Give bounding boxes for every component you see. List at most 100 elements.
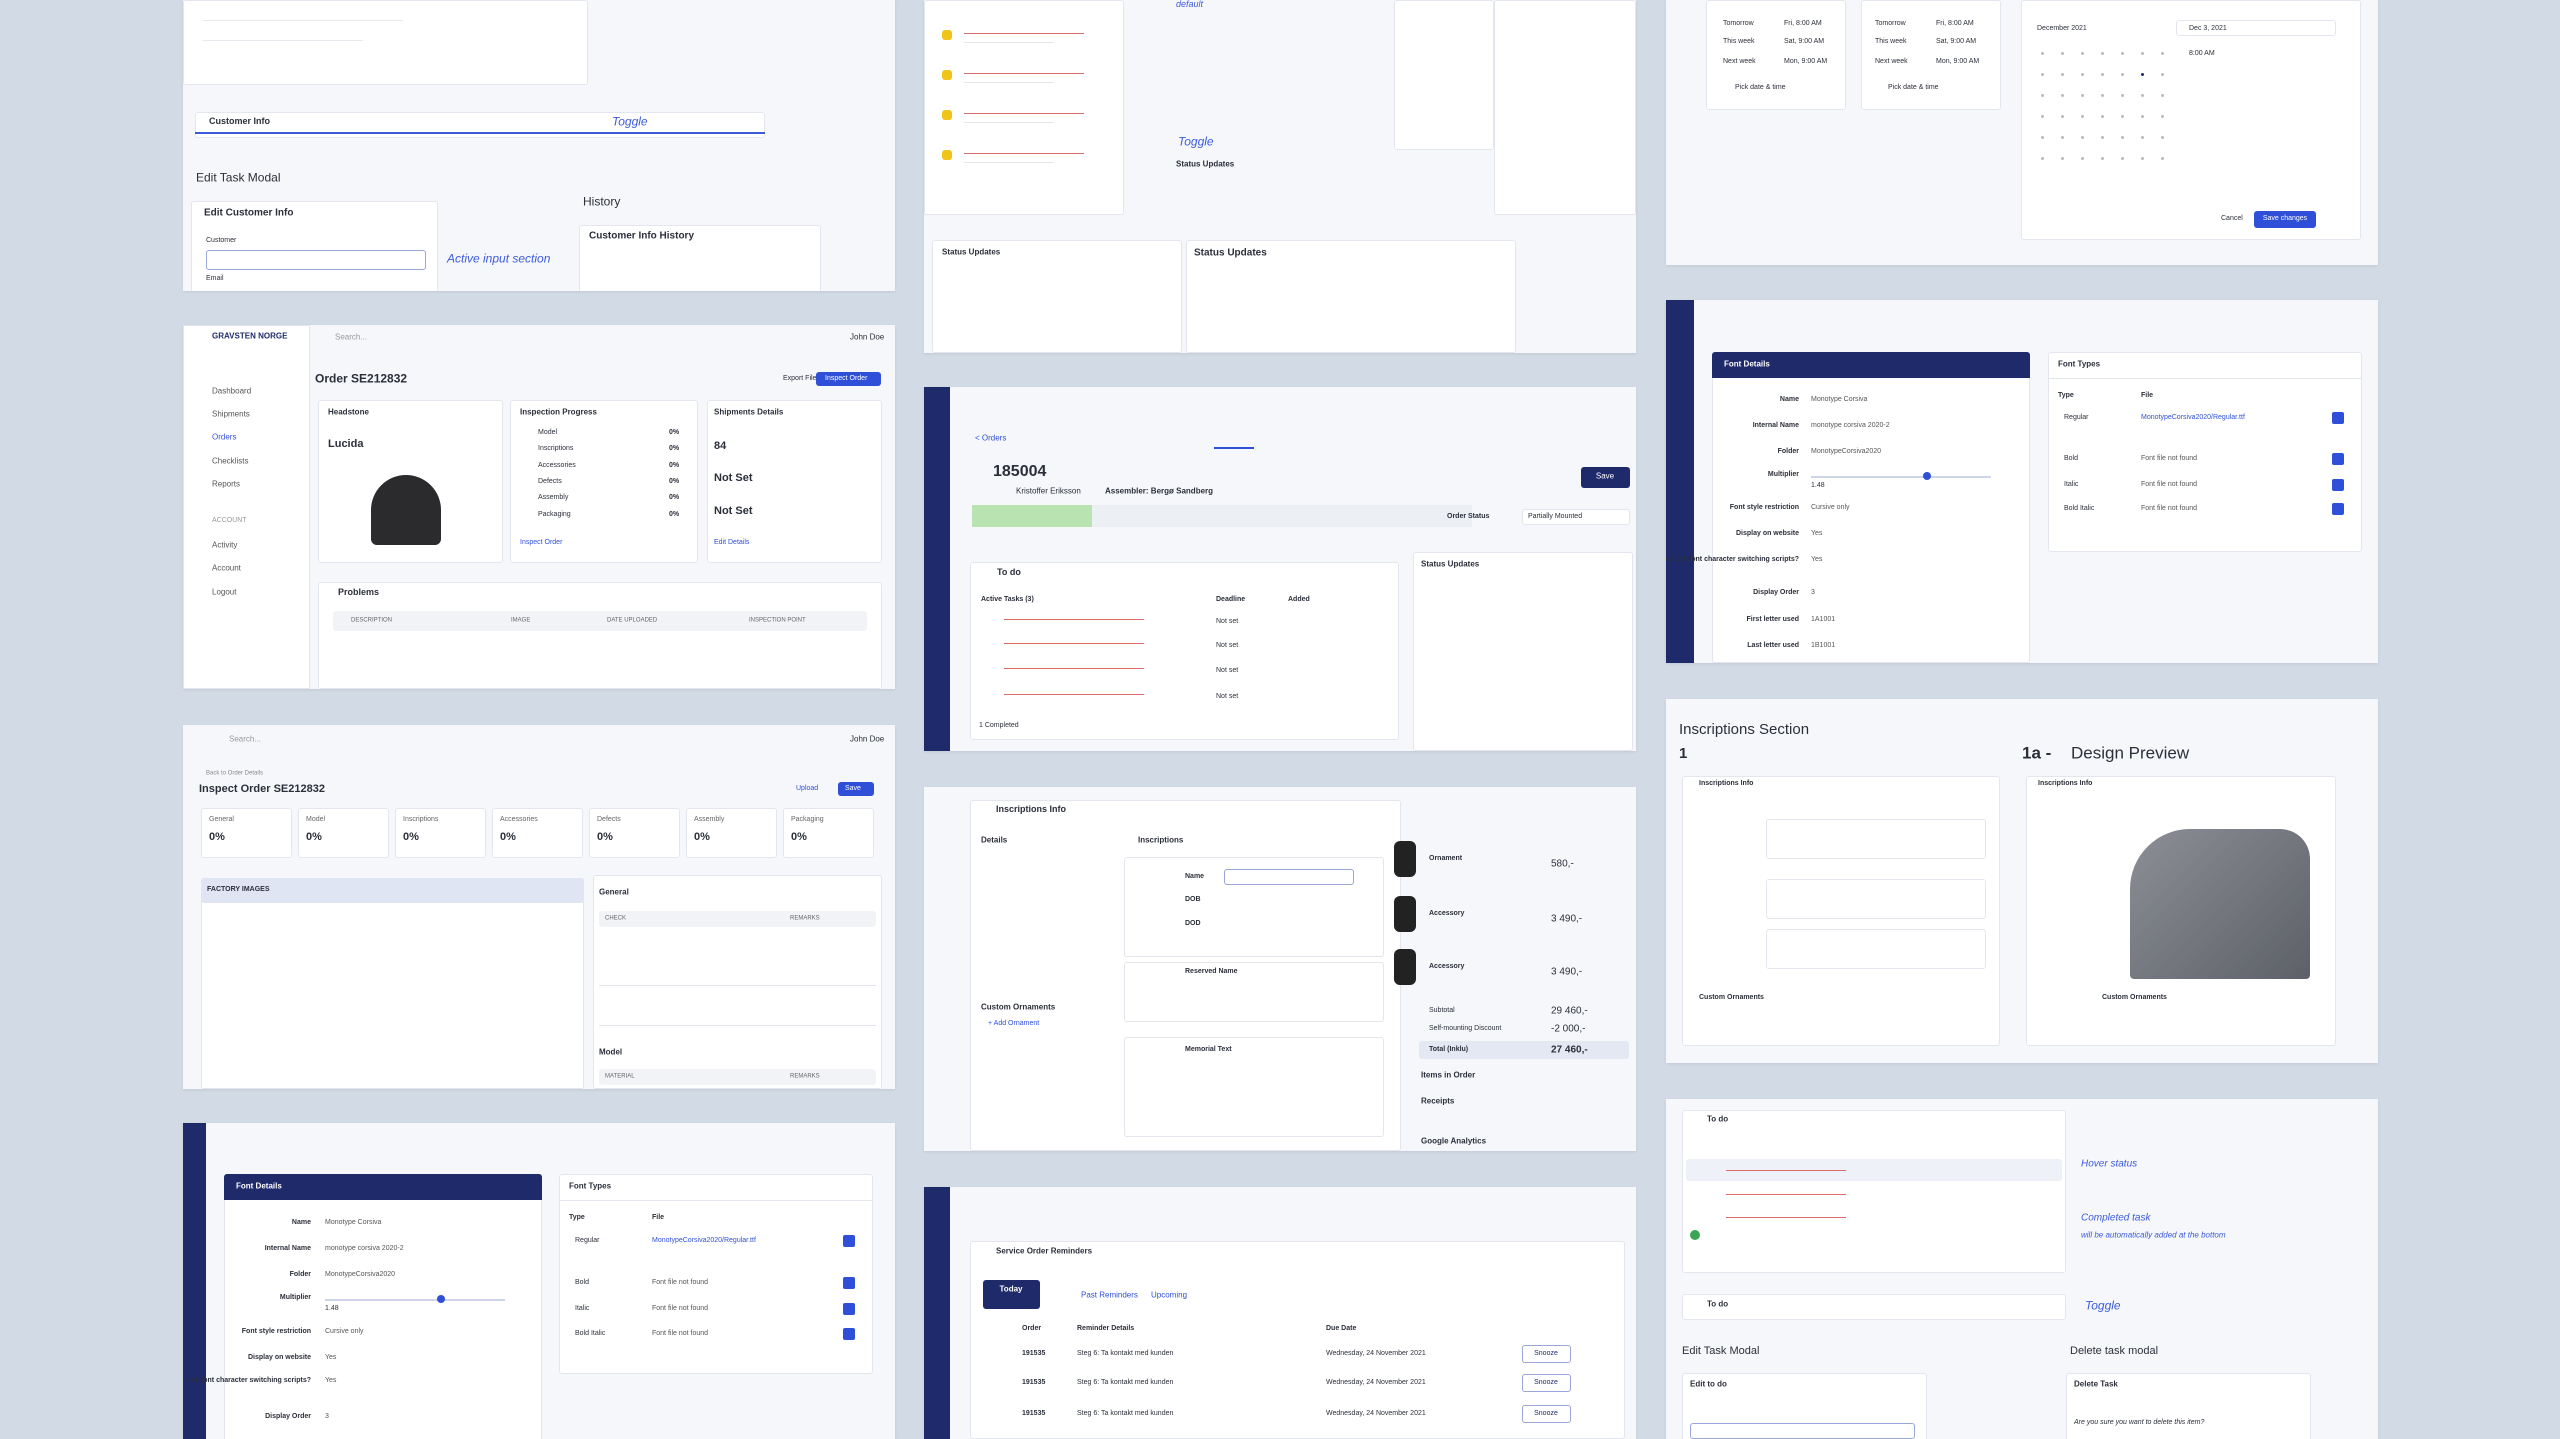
label: Steg 6: Ta kontakt med kunden — [1077, 1350, 1174, 1358]
calendar-day — [2141, 157, 2144, 160]
panel: Service Order Reminders Today Past Reminde… — [924, 1187, 1636, 1439]
inscription-block — [1124, 1037, 1384, 1137]
calendar-day — [2081, 136, 2084, 139]
label: Assembly — [694, 816, 725, 824]
label: Status Updates — [1194, 247, 1267, 259]
gravestone-image — [2130, 829, 2310, 979]
calendar-day — [2041, 115, 2044, 118]
label: Sat, 9:00 AM — [1936, 38, 1977, 46]
nav-item[interactable]: Activity — [212, 540, 238, 550]
tab[interactable]: < Orders — [975, 433, 1007, 443]
calendar-day — [2121, 52, 2124, 55]
divider — [1811, 476, 1991, 478]
tab[interactable]: Today — [999, 1284, 1023, 1294]
card — [559, 1174, 873, 1374]
label: Font file not found — [652, 1279, 709, 1287]
calendar-day — [2041, 157, 2044, 160]
button[interactable]: Snooze — [1534, 1379, 1558, 1387]
label: Edit to do — [1690, 1379, 1727, 1389]
sidebar — [924, 1187, 950, 1439]
label: Subtotal — [1429, 1007, 1455, 1015]
brand: GRAVSTEN NORGE — [212, 331, 288, 341]
label: 3 — [325, 1413, 329, 1421]
label: Inscriptions Info — [1699, 780, 1754, 788]
label: Accessory — [1429, 963, 1465, 971]
calendar-day — [2101, 136, 2104, 139]
link[interactable]: Edit Details — [714, 539, 750, 547]
card — [1712, 352, 2030, 663]
label: Font file not found — [652, 1305, 709, 1313]
label: Model — [599, 1047, 623, 1057]
action-icon — [2332, 412, 2344, 424]
label: Shipments Details — [714, 407, 784, 417]
link[interactable]: Inspect Order — [520, 539, 563, 547]
calendar-day — [2121, 136, 2124, 139]
label: 0% — [669, 429, 680, 437]
label: Bold Italic — [2064, 505, 2095, 513]
button[interactable]: Save changes — [2262, 215, 2308, 223]
button[interactable]: Export File — [783, 375, 817, 383]
option[interactable]: Pick date & time — [1888, 84, 1939, 92]
modal-title: Edit Customer Info — [204, 207, 294, 219]
calendar-day — [2161, 52, 2164, 55]
button[interactable]: Snooze — [1534, 1350, 1558, 1358]
tab[interactable]: Upcoming — [1151, 1290, 1188, 1300]
label: Next week — [1723, 58, 1756, 66]
link[interactable]: + Add Ornament — [988, 1020, 1040, 1028]
action-icon — [2332, 453, 2344, 465]
nav-item[interactable]: Orders — [212, 432, 237, 442]
label: Items in Order — [1421, 1070, 1476, 1080]
label: Service Order Reminders — [996, 1246, 1093, 1256]
panel: GRAVSTEN NORGE Dashboard Shipments Orders Ch… — [183, 325, 895, 689]
label: FACTORY IMAGES — [207, 886, 270, 894]
headstone-image — [371, 475, 441, 545]
calendar-day — [2141, 52, 2144, 55]
button[interactable]: Snooze — [1534, 1410, 1558, 1418]
label: 0% — [669, 494, 680, 502]
label: Font style restriction — [1729, 504, 1799, 512]
label: MATERIAL — [605, 1073, 635, 1080]
order-number: 185004 — [993, 463, 1047, 481]
calendar-day — [2141, 136, 2144, 139]
link[interactable]: Back to Order Details — [206, 770, 264, 777]
button[interactable]: Save — [1595, 471, 1615, 481]
button[interactable]: Upload — [796, 785, 819, 793]
label: Inscriptions — [403, 816, 439, 824]
label: Kristoffer Eriksson — [1016, 486, 1081, 496]
divider — [203, 40, 363, 41]
label: 191535 — [1022, 1350, 1046, 1358]
label: Multiplier — [279, 1294, 311, 1302]
button[interactable]: Inspect Order — [825, 375, 868, 383]
calendar-day — [2061, 94, 2064, 97]
button[interactable]: Cancel — [2221, 215, 2243, 223]
label: Folder — [289, 1271, 311, 1279]
divider — [203, 20, 403, 21]
sidebar — [924, 387, 950, 751]
label: 3 490,- — [1551, 966, 1583, 978]
divider — [325, 1299, 505, 1301]
label: MonotypeCorsiva2020/Regular.ttf — [2141, 414, 2245, 422]
label: REMARKS — [790, 1073, 820, 1080]
dropdown — [1494, 0, 1636, 215]
label: Search... — [335, 332, 368, 342]
stat-card — [686, 808, 777, 858]
label: Monotype Corsiva — [325, 1219, 382, 1227]
calendar-day — [2041, 94, 2044, 97]
hover-row — [1686, 1159, 2062, 1181]
nav-item[interactable]: Checklists — [212, 456, 249, 466]
tab[interactable]: Past Reminders — [1081, 1290, 1138, 1300]
label: Wednesday, 24 November 2021 — [1326, 1410, 1426, 1418]
nav-item[interactable]: Shipments — [212, 409, 250, 419]
nav-item[interactable]: Reports — [212, 479, 241, 489]
option[interactable]: Pick date & time — [1735, 84, 1786, 92]
nav-item[interactable]: Logout — [212, 587, 237, 597]
divider — [1214, 447, 1254, 449]
button[interactable]: Save — [845, 785, 861, 793]
divider — [964, 162, 1054, 163]
card — [201, 878, 584, 1089]
nav-item[interactable]: Account — [212, 563, 241, 573]
input — [1224, 869, 1354, 885]
nav-item[interactable]: Dashboard — [212, 386, 252, 396]
label: Accessory — [1429, 910, 1465, 918]
label: 0% — [669, 511, 680, 519]
